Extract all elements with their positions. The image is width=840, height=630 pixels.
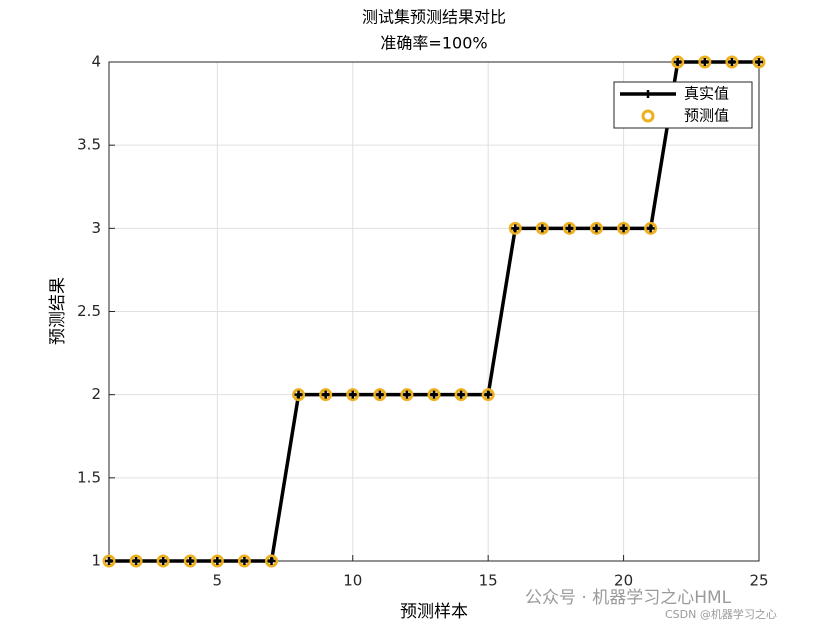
marker <box>535 221 549 235</box>
marker <box>129 554 143 568</box>
marker <box>484 390 493 399</box>
marker <box>210 554 224 568</box>
marker <box>673 58 682 66</box>
x-tick-label: 25 <box>749 572 768 590</box>
marker <box>213 557 222 565</box>
marker <box>430 390 438 399</box>
marker <box>159 557 168 565</box>
marker <box>565 224 574 233</box>
marker <box>348 390 357 399</box>
y-tick-label: 1.5 <box>77 468 101 486</box>
marker <box>319 388 333 402</box>
x-tick-label: 15 <box>479 572 498 590</box>
marker <box>105 557 113 565</box>
marker <box>508 221 522 235</box>
watermark: 公众号 · 机器学习之心HML <box>525 588 732 608</box>
watermark: CSDN @机器学习之心 <box>665 607 777 621</box>
marker <box>292 388 306 402</box>
y-tick-label: 3.5 <box>77 136 101 154</box>
marker <box>725 55 739 69</box>
y-tick-label: 2.5 <box>77 302 101 320</box>
y-tick-label: 4 <box>91 53 101 71</box>
marker <box>454 388 468 402</box>
chart-title: 测试集预测结果对比 <box>362 8 506 27</box>
y-tick-label: 3 <box>91 219 101 237</box>
marker <box>644 90 652 98</box>
marker <box>617 221 631 235</box>
marker <box>265 554 278 568</box>
marker <box>237 554 251 568</box>
marker <box>562 221 576 235</box>
marker <box>671 55 685 69</box>
marker <box>183 554 197 568</box>
marker <box>538 224 547 233</box>
x-axis-label: 预测样本 <box>400 602 468 622</box>
marker <box>240 557 249 565</box>
marker <box>427 388 441 402</box>
marker <box>267 557 276 565</box>
marker <box>102 554 116 568</box>
marker <box>346 388 360 402</box>
marker <box>698 55 712 69</box>
marker <box>752 55 766 69</box>
y-tick-label: 1 <box>91 552 101 570</box>
y-axis-label: 预测结果 <box>48 277 68 345</box>
marker <box>132 557 141 565</box>
x-tick-label: 5 <box>213 572 223 590</box>
marker <box>590 221 603 235</box>
legend-label: 预测值 <box>684 107 729 125</box>
marker <box>700 58 709 66</box>
marker <box>375 390 384 399</box>
legend-box <box>613 81 753 129</box>
marker <box>321 390 330 399</box>
marker <box>481 388 495 402</box>
x-tick-label: 20 <box>614 572 633 590</box>
y-tick-label: 2 <box>91 385 101 403</box>
marker <box>457 390 466 399</box>
marker <box>156 554 170 568</box>
marker <box>511 224 520 233</box>
marker <box>186 557 195 565</box>
marker <box>373 388 387 402</box>
x-tick-label: 10 <box>343 572 362 590</box>
marker <box>400 388 414 402</box>
chart-subtitle: 准确率=100% <box>380 34 487 53</box>
marker <box>294 390 303 399</box>
marker <box>402 390 411 399</box>
marker <box>646 224 655 233</box>
plot-frame <box>108 61 760 562</box>
legend-label: 真实值 <box>684 85 729 103</box>
marker <box>641 109 655 123</box>
marker <box>619 224 628 233</box>
marker <box>755 58 763 66</box>
marker <box>644 221 658 235</box>
marker <box>727 58 736 66</box>
marker <box>592 224 601 233</box>
